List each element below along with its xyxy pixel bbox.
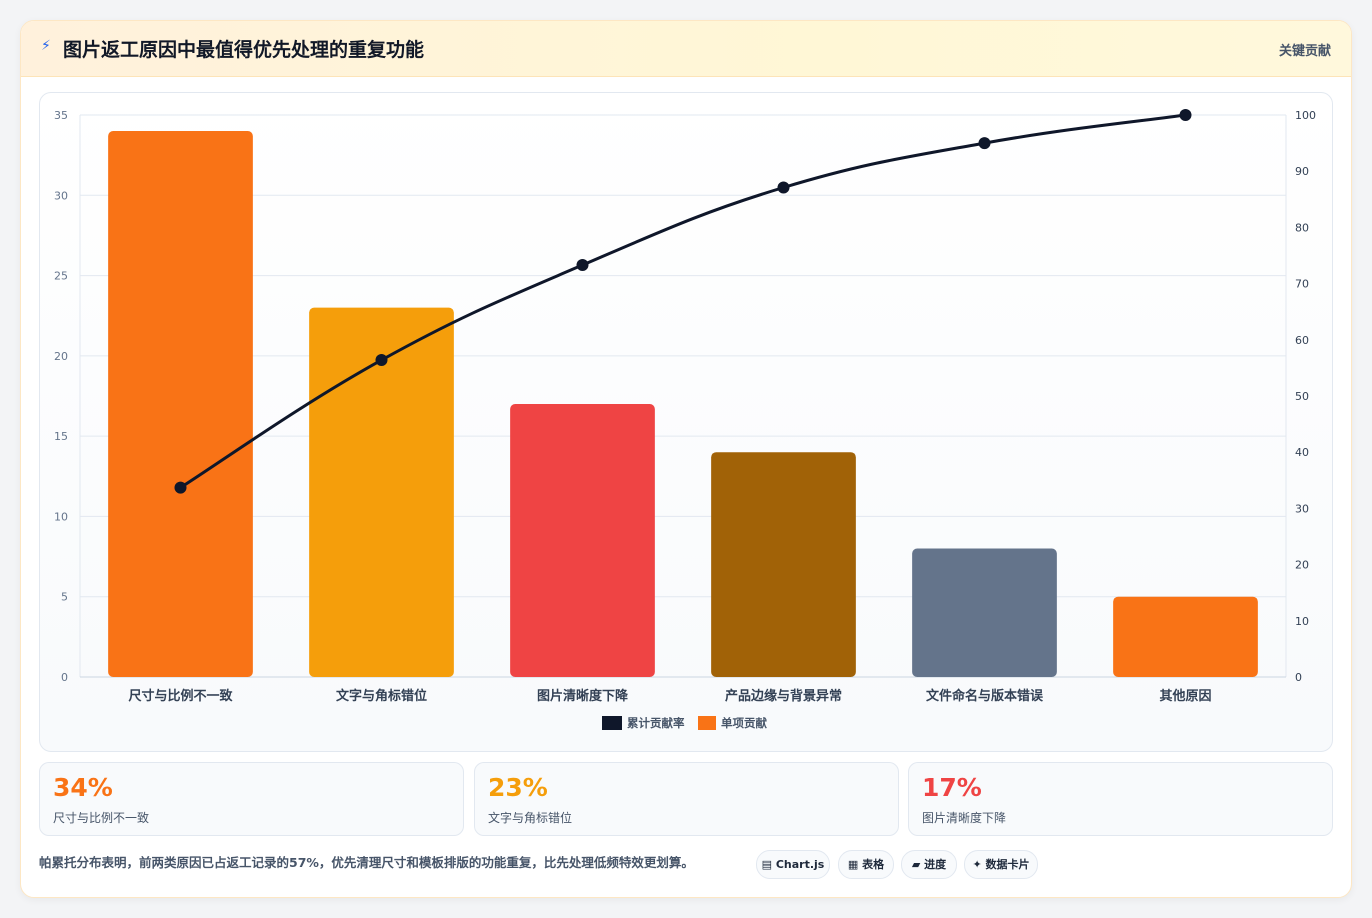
y2-tick-label: 100 xyxy=(1295,109,1316,122)
y-tick-label: 35 xyxy=(54,109,68,122)
y-tick-label: 30 xyxy=(54,189,68,202)
y2-tick-label: 90 xyxy=(1295,165,1309,178)
y2-tick-label: 20 xyxy=(1295,559,1309,572)
chip-chartjs[interactable]: ▤ Chart.js xyxy=(756,850,830,879)
stat-value: 34% xyxy=(53,773,113,802)
bar-5 xyxy=(912,548,1057,677)
x-tick-label: 其他原因 xyxy=(1159,688,1211,704)
y2-tick-label: 10 xyxy=(1295,615,1309,628)
stat-card-2: 23% 文字与角标错位 xyxy=(474,762,899,836)
chip-table[interactable]: ▦ 表格 xyxy=(838,850,894,879)
y-tick-label: 15 xyxy=(54,430,68,443)
y-tick-label: 25 xyxy=(54,270,68,283)
y2-tick-label: 30 xyxy=(1295,502,1309,515)
stat-label: 文字与角标错位 xyxy=(488,811,573,825)
line-point-3 xyxy=(576,259,589,272)
chip-progress[interactable]: ▰ 进度 xyxy=(901,850,957,879)
y2-tick-label: 70 xyxy=(1295,278,1309,291)
stat-label: 尺寸与比例不一致 xyxy=(53,811,150,825)
card-header: ⚡ 图片返工原因中最值得优先处理的重复功能 关键贡献 xyxy=(21,21,1351,77)
pareto-chart: 0 5 10 15 20 25 30 35 0 10 20 30 40 50 60 70 80 90 100 尺寸与比… xyxy=(39,92,1333,752)
y2-tick-label: 40 xyxy=(1295,446,1309,459)
chart-card: ⚡ 图片返工原因中最值得优先处理的重复功能 关键贡献 0 5 10 15 20 25 30 3… xyxy=(20,20,1352,898)
cumulative-line xyxy=(179,113,1186,489)
line-point-6 xyxy=(1179,109,1192,121)
y-tick-label: 20 xyxy=(54,350,68,363)
bar-4 xyxy=(711,452,856,677)
x-tick-label: 产品边缘与背景异常 xyxy=(725,688,842,704)
lightning-icon: ⚡ xyxy=(41,38,51,54)
stat-card-1: 34% 尺寸与比例不一致 xyxy=(39,762,464,836)
y2-tick-label: 80 xyxy=(1295,221,1309,234)
bar-6 xyxy=(1113,596,1258,677)
chip-data-card[interactable]: ✦ 数据卡片 xyxy=(964,850,1038,879)
chart-svg: 0 5 10 15 20 25 30 35 0 10 20 30 40 50 60 70 80 90 100 尺寸与比… xyxy=(54,109,1316,730)
y-tick-label: 10 xyxy=(54,510,68,523)
line-point-2 xyxy=(375,354,388,367)
legend-label-cumulative: 累计贡献率 xyxy=(627,716,685,730)
y-tick-label: 5 xyxy=(61,591,68,604)
legend-swatch-cumulative xyxy=(602,716,622,730)
stat-label: 图片清晰度下降 xyxy=(922,811,1007,825)
stat-value: 23% xyxy=(488,773,548,802)
bar-2 xyxy=(309,307,454,677)
header-tag: 关键贡献 xyxy=(1278,44,1331,59)
bar-3 xyxy=(510,404,655,677)
x-tick-label: 尺寸与比例不一致 xyxy=(128,688,233,704)
card-title: 图片返工原因中最值得优先处理的重复功能 xyxy=(63,39,425,61)
bar-1 xyxy=(108,131,253,678)
stat-card-3: 17% 图片清晰度下降 xyxy=(908,762,1333,836)
line-point-5 xyxy=(978,137,991,150)
x-tick-label: 文件命名与版本错误 xyxy=(926,688,1044,704)
x-tick-label: 图片清晰度下降 xyxy=(537,688,629,704)
y2-tick-label: 60 xyxy=(1295,334,1309,347)
line-point-4 xyxy=(777,181,790,194)
legend-swatch-individual xyxy=(698,716,716,730)
y2-tick-label: 50 xyxy=(1295,390,1309,403)
y-tick-label: 0 xyxy=(61,671,68,684)
x-tick-label: 文字与角标错位 xyxy=(336,688,427,704)
line-point-1 xyxy=(174,481,187,494)
y2-tick-label: 0 xyxy=(1295,671,1302,684)
legend-label-individual: 单项贡献 xyxy=(721,716,767,730)
stat-value: 17% xyxy=(922,773,982,802)
summary-text: 帕累托分布表明，前两类原因已占返工记录的57%，优先清理尺寸和模板排版的功能重复… xyxy=(39,855,694,870)
